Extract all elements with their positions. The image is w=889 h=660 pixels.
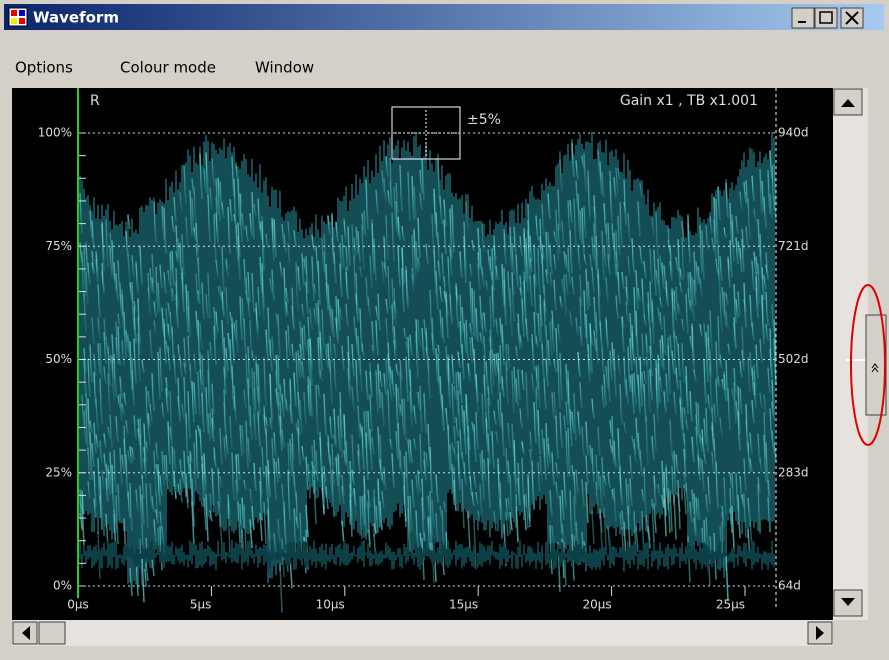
zoom-label: ±5%	[467, 112, 501, 128]
level-label: 25%	[45, 465, 72, 479]
page: Waveform Options Colour mode Window R Gain…	[0, 0, 889, 656]
window-title: Waveform	[33, 9, 119, 27]
time-label: 25µs	[716, 598, 745, 612]
menu-item[interactable]: Window	[255, 59, 314, 77]
code-label: 64d	[778, 579, 801, 593]
channel-label: R	[90, 93, 100, 109]
level-label: 0%	[53, 579, 72, 593]
scroll-thumb[interactable]	[39, 622, 65, 644]
minimize-button[interactable]	[792, 8, 814, 28]
maximize-button[interactable]	[815, 8, 837, 28]
time-label: 15µs	[449, 598, 478, 612]
level-label: 100%	[38, 126, 72, 140]
time-label: 0µs	[67, 598, 89, 612]
app-icon	[9, 8, 27, 26]
time-label: 10µs	[316, 598, 345, 612]
caption-buttons[interactable]	[792, 8, 863, 28]
code-label: 502d	[778, 352, 809, 366]
title-bar	[4, 4, 884, 30]
level-label: 75%	[45, 239, 72, 253]
time-label: 20µs	[582, 598, 611, 612]
horizontal-scrollbar[interactable]	[12, 620, 833, 646]
level-label: 50%	[45, 352, 72, 366]
code-label: 940d	[778, 126, 809, 140]
menu-bar: Options Colour mode Window	[15, 59, 314, 77]
time-label: 5µs	[190, 598, 212, 612]
menu-item[interactable]: Colour mode	[120, 59, 216, 77]
info-label: Gain x1 , TB x1.001	[620, 93, 758, 109]
waveform-window: Waveform Options Colour mode Window R Gain…	[0, 0, 889, 656]
menu-item[interactable]: Options	[15, 59, 73, 77]
code-label: 721d	[778, 239, 809, 253]
code-label: 283d	[778, 465, 809, 479]
